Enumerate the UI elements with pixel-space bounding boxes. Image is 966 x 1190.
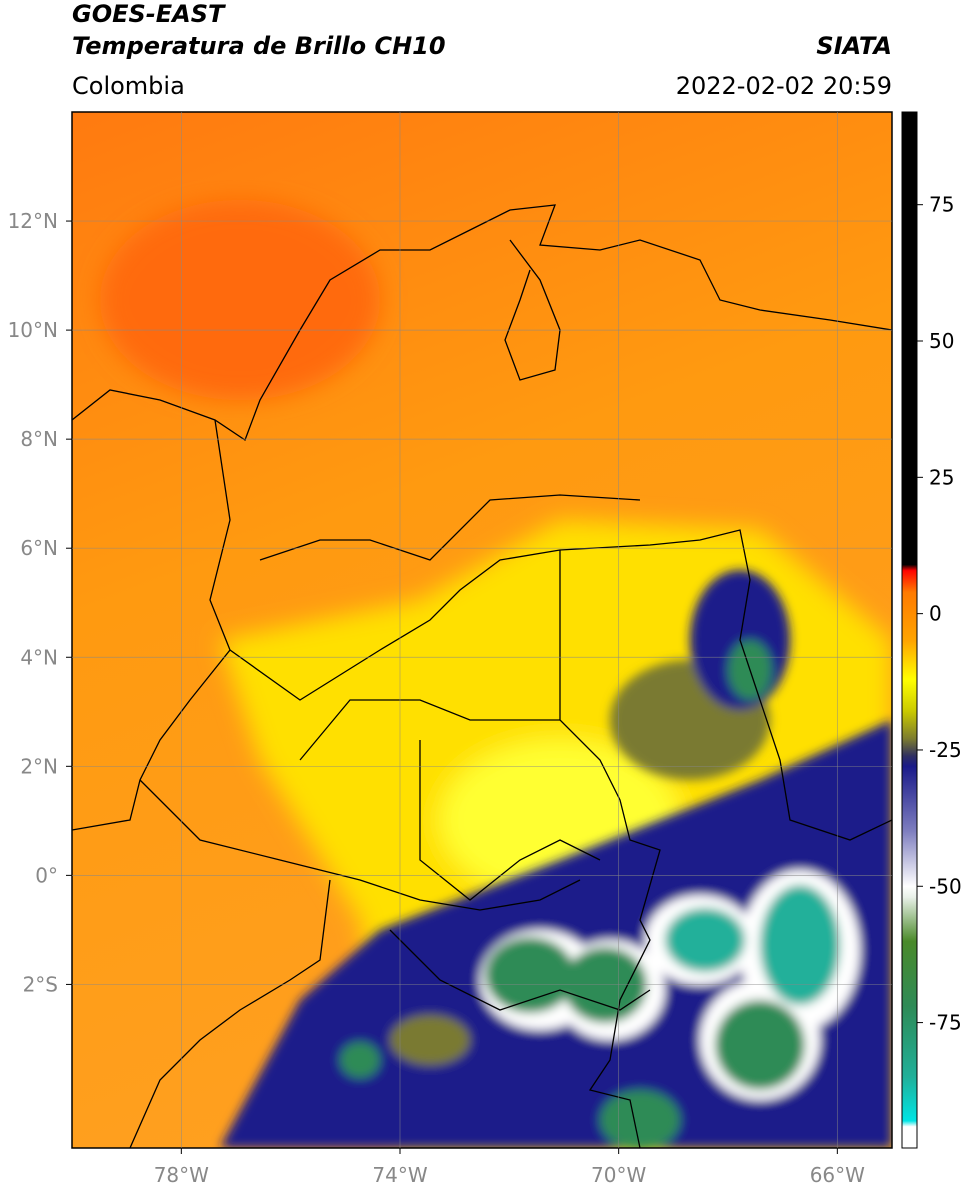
colorbar-segment bbox=[902, 1006, 917, 1078]
colorbar-segment bbox=[902, 570, 917, 593]
colorbar-segment bbox=[902, 897, 917, 942]
colorbar-segment bbox=[902, 766, 917, 833]
satellite: GOES-EAST bbox=[72, 0, 226, 28]
colorbar-segment bbox=[902, 679, 917, 713]
datetime: 2022-02-02 20:59 bbox=[676, 72, 892, 100]
y-tick-label: 12°N bbox=[8, 209, 58, 233]
colorbar-segment bbox=[902, 711, 917, 740]
colorbar-segment bbox=[902, 831, 917, 887]
colorbar-tick-label: 0 bbox=[929, 602, 942, 626]
colorbar-segment bbox=[902, 591, 917, 642]
colorbar-segment bbox=[902, 1126, 917, 1149]
y-tick-label: 10°N bbox=[8, 318, 58, 342]
agency: SIATA bbox=[816, 32, 892, 60]
colorbar-segment bbox=[902, 112, 917, 566]
x-tick-label: 66°W bbox=[810, 1163, 865, 1187]
y-tick-label: 2°N bbox=[20, 754, 58, 778]
colorbar-tick-label: 25 bbox=[929, 465, 954, 489]
colorbar-segment bbox=[902, 739, 917, 756]
x-tick-label: 74°W bbox=[372, 1163, 427, 1187]
map-frame bbox=[71, 111, 893, 1149]
colorbar-tick-label: -50 bbox=[929, 874, 962, 898]
region: Colombia bbox=[72, 72, 185, 100]
y-tick-label: 4°N bbox=[20, 645, 58, 669]
colorbar-segment bbox=[902, 940, 917, 1007]
x-tick-label: 78°W bbox=[154, 1163, 209, 1187]
x-tick-label: 70°W bbox=[591, 1163, 646, 1187]
colorbar-tick-label: 75 bbox=[929, 193, 954, 217]
product: Temperatura de Brillo CH10 bbox=[72, 32, 446, 60]
y-tick-label: 6°N bbox=[20, 536, 58, 560]
colorbar-segment bbox=[902, 564, 917, 571]
colorbar-segment bbox=[902, 1077, 917, 1122]
colorbar-tick-label: 50 bbox=[929, 329, 954, 353]
colorbar-frame bbox=[901, 111, 918, 1149]
colorbar-tick-label: -75 bbox=[929, 1011, 962, 1035]
y-tick-label: 2°S bbox=[23, 972, 58, 996]
colorbar-segment bbox=[902, 886, 917, 898]
y-tick-label: 0° bbox=[35, 863, 58, 887]
y-tick-label: 8°N bbox=[20, 427, 58, 451]
colorbar-segment bbox=[902, 1120, 917, 1127]
imagery bbox=[72, 112, 892, 1148]
colorbar-segment bbox=[902, 640, 917, 680]
colorbar-segment bbox=[902, 755, 917, 767]
colorbar-tick-label: -25 bbox=[929, 738, 962, 762]
